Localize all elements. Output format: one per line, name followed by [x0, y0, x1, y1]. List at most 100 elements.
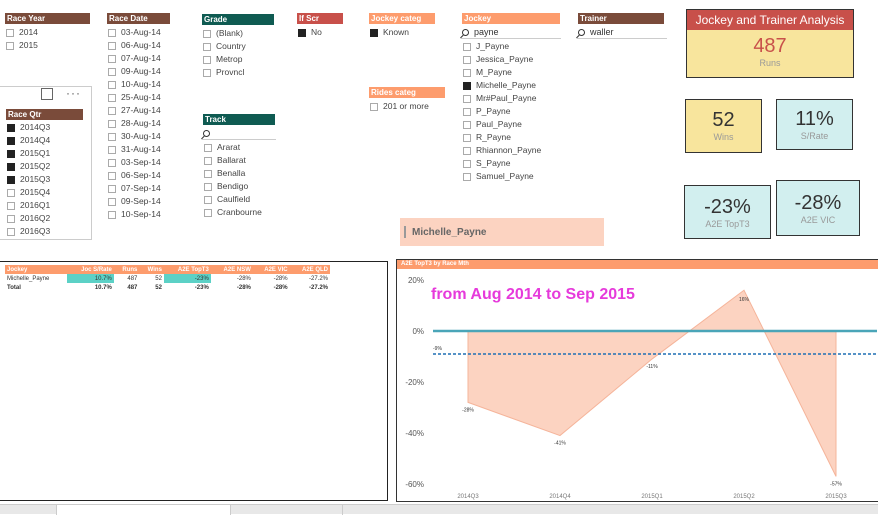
checkbox[interactable]	[108, 80, 116, 89]
page-tab[interactable]	[231, 505, 343, 515]
checkbox[interactable]	[108, 210, 116, 219]
slicer-item[interactable]: Benalla	[204, 167, 262, 180]
checkbox[interactable]	[108, 41, 116, 50]
checkbox[interactable]	[463, 42, 471, 51]
slicer-item[interactable]: Ararat	[204, 141, 262, 154]
column-header[interactable]: A2E VIC	[252, 265, 290, 274]
checkbox[interactable]	[108, 132, 116, 141]
checkbox[interactable]	[204, 182, 212, 191]
slicer-item[interactable]: 2016Q3	[7, 225, 50, 238]
page-tab[interactable]	[56, 505, 231, 515]
slicer-item[interactable]: 07-Sep-14	[108, 182, 161, 195]
slicer-item[interactable]: Caulfield	[204, 193, 262, 206]
slicer-item[interactable]: Country	[203, 40, 246, 53]
slicer-item[interactable]: 2014Q4	[7, 134, 50, 147]
focus-mode-icon[interactable]	[41, 88, 53, 100]
checkbox[interactable]	[203, 68, 211, 77]
slicer-item[interactable]: 2015Q3	[7, 173, 50, 186]
checkbox[interactable]	[7, 227, 15, 236]
slicer-item[interactable]: 2015Q2	[7, 160, 50, 173]
slicer-item[interactable]: 28-Aug-14	[108, 117, 161, 130]
slicer-item[interactable]: Rhiannon_Payne	[463, 144, 541, 157]
checkbox[interactable]	[463, 81, 471, 90]
slicer-item[interactable]: Bendigo	[204, 180, 262, 193]
checkbox[interactable]	[463, 107, 471, 116]
checkbox[interactable]	[7, 188, 15, 197]
slicer-item[interactable]: 03-Sep-14	[108, 156, 161, 169]
slicer-item[interactable]: Paul_Payne	[463, 118, 541, 131]
slicer-item[interactable]: 31-Aug-14	[108, 143, 161, 156]
column-header[interactable]: Wins	[139, 265, 164, 274]
checkbox[interactable]	[7, 162, 15, 171]
checkbox[interactable]	[463, 55, 471, 64]
slicer-item[interactable]: Jessica_Payne	[463, 53, 541, 66]
slicer-item[interactable]: R_Payne	[463, 131, 541, 144]
slicer-item[interactable]: 25-Aug-14	[108, 91, 161, 104]
slicer-item[interactable]: 2015	[6, 39, 38, 52]
checkbox[interactable]	[6, 28, 14, 37]
checkbox[interactable]	[370, 28, 378, 37]
checkbox[interactable]	[108, 171, 116, 180]
slicer-item[interactable]: 27-Aug-14	[108, 104, 161, 117]
checkbox[interactable]	[463, 159, 471, 168]
column-header[interactable]: Jockey	[5, 265, 68, 274]
slicer-item[interactable]: 10-Aug-14	[108, 78, 161, 91]
checkbox[interactable]	[204, 156, 212, 165]
checkbox[interactable]	[108, 184, 116, 193]
slicer-item[interactable]: (Blank)	[203, 27, 246, 40]
slicer-item[interactable]: 30-Aug-14	[108, 130, 161, 143]
slicer-item[interactable]: J_Payne	[463, 40, 541, 53]
jockey-search-text[interactable]: payne	[474, 27, 499, 37]
checkbox[interactable]	[463, 146, 471, 155]
track-search[interactable]	[202, 127, 276, 140]
slicer-item[interactable]: 10-Sep-14	[108, 208, 161, 221]
slicer-item[interactable]: 09-Aug-14	[108, 65, 161, 78]
checkbox[interactable]	[6, 41, 14, 50]
checkbox[interactable]	[7, 123, 15, 132]
column-header[interactable]: A2E QLD	[289, 265, 330, 274]
checkbox[interactable]	[463, 172, 471, 181]
slicer-item[interactable]: P_Payne	[463, 105, 541, 118]
checkbox[interactable]	[204, 143, 212, 152]
checkbox[interactable]	[108, 145, 116, 154]
checkbox[interactable]	[108, 106, 116, 115]
slicer-item[interactable]: Ballarat	[204, 154, 262, 167]
checkbox[interactable]	[108, 28, 116, 37]
checkbox[interactable]	[7, 149, 15, 158]
slicer-item[interactable]: 201 or more	[370, 100, 429, 113]
checkbox[interactable]	[108, 54, 116, 63]
slicer-item[interactable]: 2015Q4	[7, 186, 50, 199]
checkbox[interactable]	[7, 201, 15, 210]
checkbox[interactable]	[463, 94, 471, 103]
slicer-item[interactable]: Mr#Paul_Payne	[463, 92, 541, 105]
column-header[interactable]: A2E TopT3	[163, 265, 211, 274]
slicer-item[interactable]: 07-Aug-14	[108, 52, 161, 65]
slicer-item[interactable]: M_Payne	[463, 66, 541, 79]
checkbox[interactable]	[204, 169, 212, 178]
slicer-item[interactable]: Metrop	[203, 53, 246, 66]
more-options-icon[interactable]: ···	[66, 86, 81, 100]
checkbox[interactable]	[203, 42, 211, 51]
slicer-item[interactable]: 2015Q1	[7, 147, 50, 160]
slicer-item[interactable]: Provncl	[203, 66, 246, 79]
slicer-item[interactable]: 06-Sep-14	[108, 169, 161, 182]
slicer-item[interactable]: 09-Sep-14	[108, 195, 161, 208]
slicer-item[interactable]: 2016Q2	[7, 212, 50, 225]
slicer-item[interactable]: S_Payne	[463, 157, 541, 170]
checkbox[interactable]	[108, 197, 116, 206]
column-header[interactable]: Joc S/Rate	[67, 265, 114, 274]
checkbox[interactable]	[370, 102, 378, 111]
column-header[interactable]: A2E NSW	[210, 265, 253, 274]
checkbox[interactable]	[203, 55, 211, 64]
slicer-item[interactable]: Known	[370, 26, 409, 39]
checkbox[interactable]	[7, 214, 15, 223]
slicer-item[interactable]: Cranbourne	[204, 206, 262, 219]
slicer-item[interactable]: 03-Aug-14	[108, 26, 161, 39]
slicer-item[interactable]: Samuel_Payne	[463, 170, 541, 183]
slicer-item[interactable]: 2016Q1	[7, 199, 50, 212]
checkbox[interactable]	[298, 28, 306, 37]
checkbox[interactable]	[204, 195, 212, 204]
checkbox[interactable]	[203, 29, 211, 38]
checkbox[interactable]	[108, 67, 116, 76]
checkbox[interactable]	[463, 68, 471, 77]
